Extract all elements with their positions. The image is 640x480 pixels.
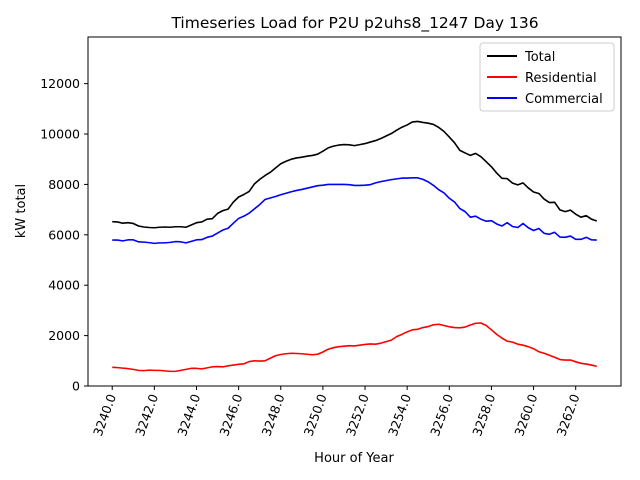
plot-area-frame [87, 36, 622, 387]
series-line-commercial [112, 177, 597, 245]
y-tick-label: 0 [72, 379, 80, 394]
y-tick-label: 6000 [48, 227, 80, 242]
y-axis-label: kW total [14, 184, 29, 238]
legend: Total Residential Commercial [479, 42, 615, 112]
legend-label-residential: Residential [525, 71, 597, 86]
x-axis-label: Hour of Year [314, 451, 394, 466]
y-tick-label: 10000 [40, 127, 80, 142]
y-tick-label: 4000 [48, 278, 80, 293]
legend-label-total: Total [524, 50, 555, 65]
series-line-residential [112, 322, 597, 373]
series-line-total [112, 120, 598, 229]
plot-lines [112, 120, 598, 373]
y-tick-label: 12000 [40, 76, 80, 91]
legend-label-commercial: Commercial [525, 92, 603, 107]
y-tick-label: 2000 [48, 328, 80, 343]
chart-title: Timeseries Load for P2U p2uhs8_1247 Day … [170, 14, 538, 33]
y-axis-ticks: 0 2000 4000 6000 8000 10000 12000 [40, 76, 88, 394]
legend-box [479, 42, 615, 112]
y-tick-label: 8000 [48, 177, 80, 192]
